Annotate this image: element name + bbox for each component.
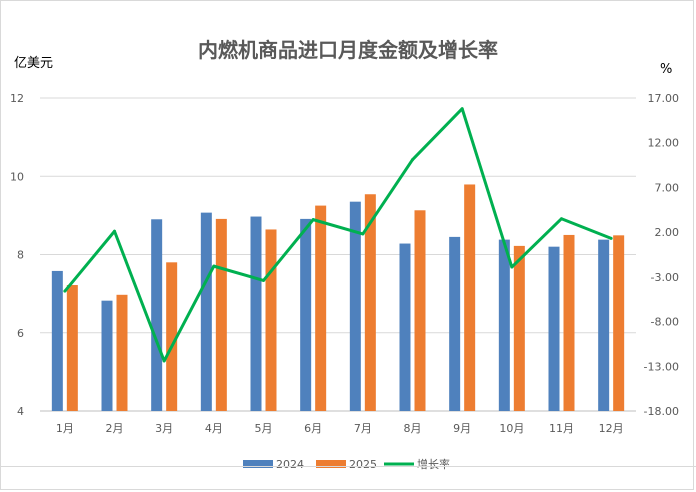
right-tick-label: 17.00 xyxy=(648,92,680,105)
growth-rate-point xyxy=(212,264,216,268)
x-tick-label: 6月 xyxy=(304,422,322,435)
legend-label-2025: 2025 xyxy=(349,458,377,471)
right-axis-unit: % xyxy=(660,62,673,77)
growth-rate-point xyxy=(311,218,315,222)
bar-2024 xyxy=(200,212,212,411)
x-tick-label: 2月 xyxy=(106,422,124,435)
left-tick-label: 8 xyxy=(17,249,24,262)
right-tick-label: 12.00 xyxy=(648,137,680,150)
growth-rate-point xyxy=(113,229,116,233)
right-tick-label: -3.00 xyxy=(651,271,679,284)
legend-label-2024: 2024 xyxy=(276,458,304,471)
growth-rate-line xyxy=(63,107,612,363)
right-tick-label: 7.00 xyxy=(655,181,680,194)
left-tick-label: 4 xyxy=(17,405,24,418)
bar-2025 xyxy=(613,235,625,411)
left-tick-label: 10 xyxy=(10,170,24,183)
x-tick-label: 1月 xyxy=(56,422,74,435)
bar-2024 xyxy=(449,236,461,411)
bar-2025 xyxy=(66,285,78,411)
growth-rate-point xyxy=(510,265,514,269)
bar-2024 xyxy=(548,246,560,411)
x-tick-label: 8月 xyxy=(404,422,422,435)
x-tick-label: 11月 xyxy=(549,422,574,435)
growth-rate-point xyxy=(361,232,365,236)
left-axis-unit: 亿美元 xyxy=(14,56,54,71)
right-tick-label: -13.00 xyxy=(644,360,679,373)
growth-rate-point xyxy=(63,289,67,293)
bottom-divider xyxy=(0,466,696,467)
legend-swatch-2024 xyxy=(243,460,273,468)
bar-2025 xyxy=(364,194,376,411)
legend-label-growth: 增长率 xyxy=(417,457,450,471)
right-tick-label: 2.00 xyxy=(655,226,680,239)
bar-2024 xyxy=(51,270,63,411)
bar-2025 xyxy=(265,229,277,411)
bar-2025 xyxy=(464,184,476,411)
growth-rate-point xyxy=(460,107,464,111)
legend-swatch-2025 xyxy=(316,460,346,468)
bar-2025 xyxy=(414,210,426,411)
growth-rate-point xyxy=(162,359,166,363)
chart-title: 内燃机商品进口月度金额及增长率 xyxy=(198,38,498,62)
bar-2025 xyxy=(513,245,525,411)
bar-2024 xyxy=(101,300,113,411)
bar-2025 xyxy=(315,205,327,411)
right-tick-label: -8.00 xyxy=(651,316,679,329)
growth-rate-point xyxy=(560,217,563,221)
bar-2024 xyxy=(399,243,411,411)
right-tick-label: -18.00 xyxy=(644,405,679,418)
bar-2025 xyxy=(563,234,575,411)
bar-2025 xyxy=(116,294,128,411)
x-tick-label: 3月 xyxy=(155,422,173,435)
growth-rate-point xyxy=(262,278,265,282)
bar-2024 xyxy=(250,216,262,411)
bar-2024 xyxy=(300,218,312,411)
x-tick-label: 5月 xyxy=(255,422,273,435)
bar-2024 xyxy=(349,201,361,411)
bar-2025 xyxy=(215,218,227,411)
bar-2024 xyxy=(598,239,610,411)
x-tick-label: 12月 xyxy=(599,422,624,435)
bar-2024 xyxy=(151,219,163,411)
x-tick-label: 10月 xyxy=(499,422,524,435)
x-tick-label: 9月 xyxy=(453,422,471,435)
growth-rate-point xyxy=(609,236,613,240)
left-tick-label: 12 xyxy=(10,92,24,105)
growth-rate-point xyxy=(411,158,414,162)
bar-2025 xyxy=(166,262,178,411)
bar-2024 xyxy=(498,239,510,411)
x-tick-label: 4月 xyxy=(205,422,223,435)
x-tick-label: 7月 xyxy=(354,422,372,435)
left-tick-label: 6 xyxy=(17,327,24,340)
